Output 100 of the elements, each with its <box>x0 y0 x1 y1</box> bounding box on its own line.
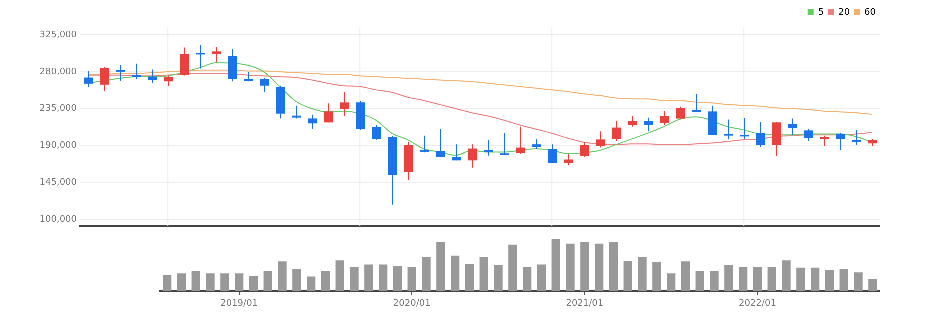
x-tick-label: 2022/01 <box>739 298 776 309</box>
candlestick <box>756 121 765 148</box>
bar <box>494 265 503 292</box>
bar <box>192 271 200 292</box>
bar <box>724 265 734 292</box>
candlestick <box>244 71 253 82</box>
bar <box>249 276 258 292</box>
candlestick <box>164 75 173 87</box>
bar <box>508 244 518 292</box>
candlestick <box>340 91 349 118</box>
y-tick-label: 325,000 <box>40 30 78 41</box>
bar <box>753 267 762 292</box>
bar <box>480 257 488 292</box>
candlestick <box>628 116 637 128</box>
candlestick <box>724 119 733 140</box>
candlestick <box>436 128 445 158</box>
bar <box>321 271 330 292</box>
candlestick <box>180 47 189 76</box>
candlestick <box>772 122 781 157</box>
candlestick <box>100 66 109 92</box>
candlestick <box>148 69 157 84</box>
bar <box>768 267 776 292</box>
bar <box>364 264 374 292</box>
candlestick <box>852 130 861 146</box>
bar <box>436 242 446 292</box>
bar <box>177 274 186 292</box>
bar <box>552 239 560 292</box>
candlestick <box>420 135 429 154</box>
candlestick <box>548 144 557 164</box>
bar <box>292 269 302 292</box>
bar <box>738 267 748 292</box>
candlestick <box>196 44 205 70</box>
bar <box>408 267 416 292</box>
y-tick-label: 235,000 <box>40 104 78 114</box>
bar <box>840 269 848 292</box>
bar <box>306 276 316 292</box>
candlestick <box>788 118 797 136</box>
candlestick <box>660 110 669 126</box>
candlestick <box>228 48 237 82</box>
candlestick <box>468 144 477 168</box>
bar <box>350 267 359 292</box>
candlestick <box>516 126 525 155</box>
bar <box>681 262 690 292</box>
bar <box>609 242 618 292</box>
bar <box>264 271 272 292</box>
bar <box>666 274 676 292</box>
candlestick <box>740 118 749 140</box>
bar <box>234 274 244 292</box>
y-tick-label: 280,000 <box>40 67 78 78</box>
x-tick-label: 2021/01 <box>566 298 604 309</box>
candlestick <box>820 135 829 147</box>
bar <box>422 257 431 292</box>
bar <box>162 275 172 292</box>
bar <box>580 242 590 292</box>
bar <box>522 267 532 292</box>
bar <box>624 261 632 292</box>
bar <box>696 271 704 292</box>
bar <box>825 270 834 292</box>
candlestick <box>532 138 541 150</box>
y-tick-label: 100,000 <box>40 214 78 225</box>
candlestick <box>292 105 301 120</box>
bar <box>336 260 344 292</box>
bar <box>220 274 230 292</box>
candlestick <box>564 154 573 166</box>
candlestick <box>708 105 717 136</box>
x-tick-label: 2019/01 <box>220 298 258 309</box>
bar <box>378 264 388 292</box>
candlestick <box>84 70 93 88</box>
y-tick-label: 190,000 <box>40 141 78 152</box>
y-tick-label: 145,000 <box>40 178 78 188</box>
candlestick <box>372 124 381 141</box>
candlestick <box>212 46 221 63</box>
candlestick <box>596 131 605 148</box>
bar <box>206 274 215 292</box>
bar <box>393 266 402 292</box>
candlestick <box>500 132 509 156</box>
bar <box>594 244 604 292</box>
candlestick <box>836 132 845 151</box>
bar <box>810 268 820 292</box>
candlestick <box>804 128 813 142</box>
bar <box>710 271 719 292</box>
bar <box>465 264 474 292</box>
candlestick <box>484 140 493 156</box>
candlestick <box>452 144 461 162</box>
candlestick <box>116 64 125 82</box>
candlestick <box>676 106 685 120</box>
candlestick <box>692 94 701 113</box>
candlestick <box>308 114 317 130</box>
candlestick <box>612 120 621 142</box>
bar <box>782 260 791 292</box>
candlestick <box>580 141 589 158</box>
bar <box>796 268 806 292</box>
bar <box>652 262 662 292</box>
bar <box>868 279 878 292</box>
legend-label: 20 <box>838 8 850 18</box>
candlestick <box>132 63 141 80</box>
bar <box>537 264 546 292</box>
bar <box>450 256 460 292</box>
bar <box>854 272 863 292</box>
x-tick-label: 2020/01 <box>393 298 431 309</box>
